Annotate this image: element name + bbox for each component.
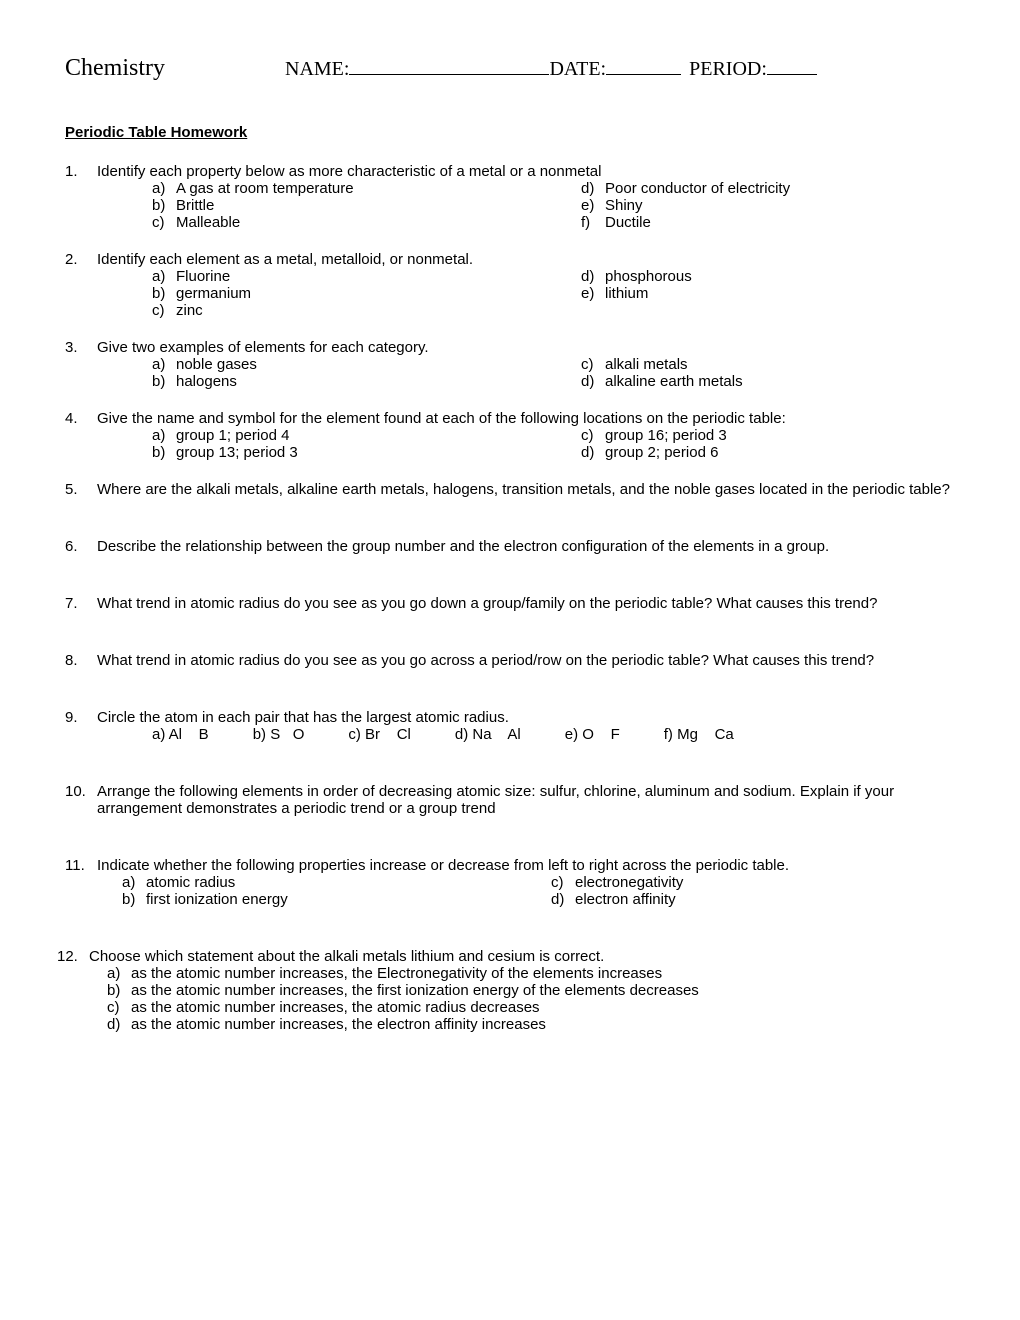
- q2-e: lithium: [605, 285, 648, 302]
- q-text: Indicate whether the following propertie…: [97, 857, 955, 874]
- q3-a: noble gases: [176, 356, 257, 373]
- question-3: 3. Give two examples of elements for eac…: [65, 339, 955, 390]
- q-text: Give the name and symbol for the element…: [97, 410, 955, 427]
- question-10: 10.Arrange the following elements in ord…: [65, 783, 955, 817]
- q-number: 5.: [65, 481, 97, 498]
- subject-title: Chemistry: [65, 55, 285, 82]
- q-number: 7.: [65, 595, 97, 612]
- question-6: 6.Describe the relationship between the …: [65, 538, 955, 555]
- name-date-period: NAME: DATE: PERIOD:: [285, 56, 817, 81]
- q11-c: electronegativity: [575, 874, 683, 891]
- q11-d: electron affinity: [575, 891, 676, 908]
- question-1: 1. Identify each property below as more …: [65, 163, 955, 231]
- q-number: 1.: [65, 163, 97, 231]
- q2-b: germanium: [176, 285, 251, 302]
- worksheet-page: Chemistry NAME: DATE: PERIOD: Periodic T…: [0, 0, 1020, 1113]
- q12-d: as the atomic number increases, the elec…: [131, 1016, 546, 1033]
- header-row: Chemistry NAME: DATE: PERIOD:: [65, 55, 955, 82]
- q9-a: a) Al B: [152, 726, 209, 743]
- q1-d: Poor conductor of electricity: [605, 180, 790, 197]
- q12-b: as the atomic number increases, the firs…: [131, 982, 699, 999]
- question-12: 12. Choose which statement about the alk…: [65, 948, 955, 1033]
- q1-b: Brittle: [176, 197, 214, 214]
- name-label: NAME:: [285, 58, 349, 81]
- question-9: 9. Circle the atom in each pair that has…: [65, 709, 955, 743]
- q1-f: Ductile: [605, 214, 651, 231]
- q1-a: A gas at room temperature: [176, 180, 354, 197]
- q-text: Describe the relationship between the gr…: [97, 538, 955, 555]
- q4-b: group 13; period 3: [176, 444, 298, 461]
- q9-c: c) Br Cl: [348, 726, 411, 743]
- q-text: Give two examples of elements for each c…: [97, 339, 955, 356]
- homework-title: Periodic Table Homework: [65, 124, 955, 141]
- question-11: 11. Indicate whether the following prope…: [65, 857, 955, 908]
- q-number: 3.: [65, 339, 97, 390]
- q2-c: zinc: [176, 302, 203, 319]
- name-input-line[interactable]: [349, 56, 549, 75]
- q-text: What trend in atomic radius do you see a…: [97, 595, 955, 612]
- q11-a: atomic radius: [146, 874, 235, 891]
- q9-e: e) O F: [565, 726, 620, 743]
- question-2: 2. Identify each element as a metal, met…: [65, 251, 955, 319]
- question-4: 4. Give the name and symbol for the elem…: [65, 410, 955, 461]
- q11-b: first ionization energy: [146, 891, 288, 908]
- date-label: DATE:: [549, 58, 606, 81]
- question-8: 8.What trend in atomic radius do you see…: [65, 652, 955, 669]
- q4-a: group 1; period 4: [176, 427, 289, 444]
- q-text: Arrange the following elements in order …: [97, 783, 955, 817]
- q3-c: alkali metals: [605, 356, 688, 373]
- q2-d: phosphorous: [605, 268, 692, 285]
- q-text: What trend in atomic radius do you see a…: [97, 652, 955, 669]
- q4-c: group 16; period 3: [605, 427, 727, 444]
- q-number: 4.: [65, 410, 97, 461]
- q3-b: halogens: [176, 373, 237, 390]
- q9-d: d) Na Al: [455, 726, 521, 743]
- q9-b: b) S O: [253, 726, 305, 743]
- q-number: 12.: [57, 948, 89, 1033]
- q4-d: group 2; period 6: [605, 444, 718, 461]
- q-text: Choose which statement about the alkali …: [89, 948, 955, 965]
- q-number: 10.: [65, 783, 97, 817]
- q-text: Identify each property below as more cha…: [97, 163, 955, 180]
- q-text: Identify each element as a metal, metall…: [97, 251, 955, 268]
- period-label: PERIOD:: [689, 58, 767, 81]
- q-number: 11.: [65, 857, 97, 908]
- q1-c: Malleable: [176, 214, 240, 231]
- q-number: 6.: [65, 538, 97, 555]
- question-7: 7.What trend in atomic radius do you see…: [65, 595, 955, 612]
- q2-a: Fluorine: [176, 268, 230, 285]
- q-text: Circle the atom in each pair that has th…: [97, 709, 955, 726]
- q12-c: as the atomic number increases, the atom…: [131, 999, 540, 1016]
- q3-d: alkaline earth metals: [605, 373, 743, 390]
- q-text: Where are the alkali metals, alkaline ea…: [97, 481, 955, 498]
- q-number: 2.: [65, 251, 97, 319]
- q-number: 9.: [65, 709, 97, 743]
- q9-f: f) Mg Ca: [664, 726, 734, 743]
- question-5: 5.Where are the alkali metals, alkaline …: [65, 481, 955, 498]
- q1-e: Shiny: [605, 197, 643, 214]
- q12-a: as the atomic number increases, the Elec…: [131, 965, 662, 982]
- period-input-line[interactable]: [767, 56, 817, 75]
- q-number: 8.: [65, 652, 97, 669]
- date-input-line[interactable]: [606, 56, 681, 75]
